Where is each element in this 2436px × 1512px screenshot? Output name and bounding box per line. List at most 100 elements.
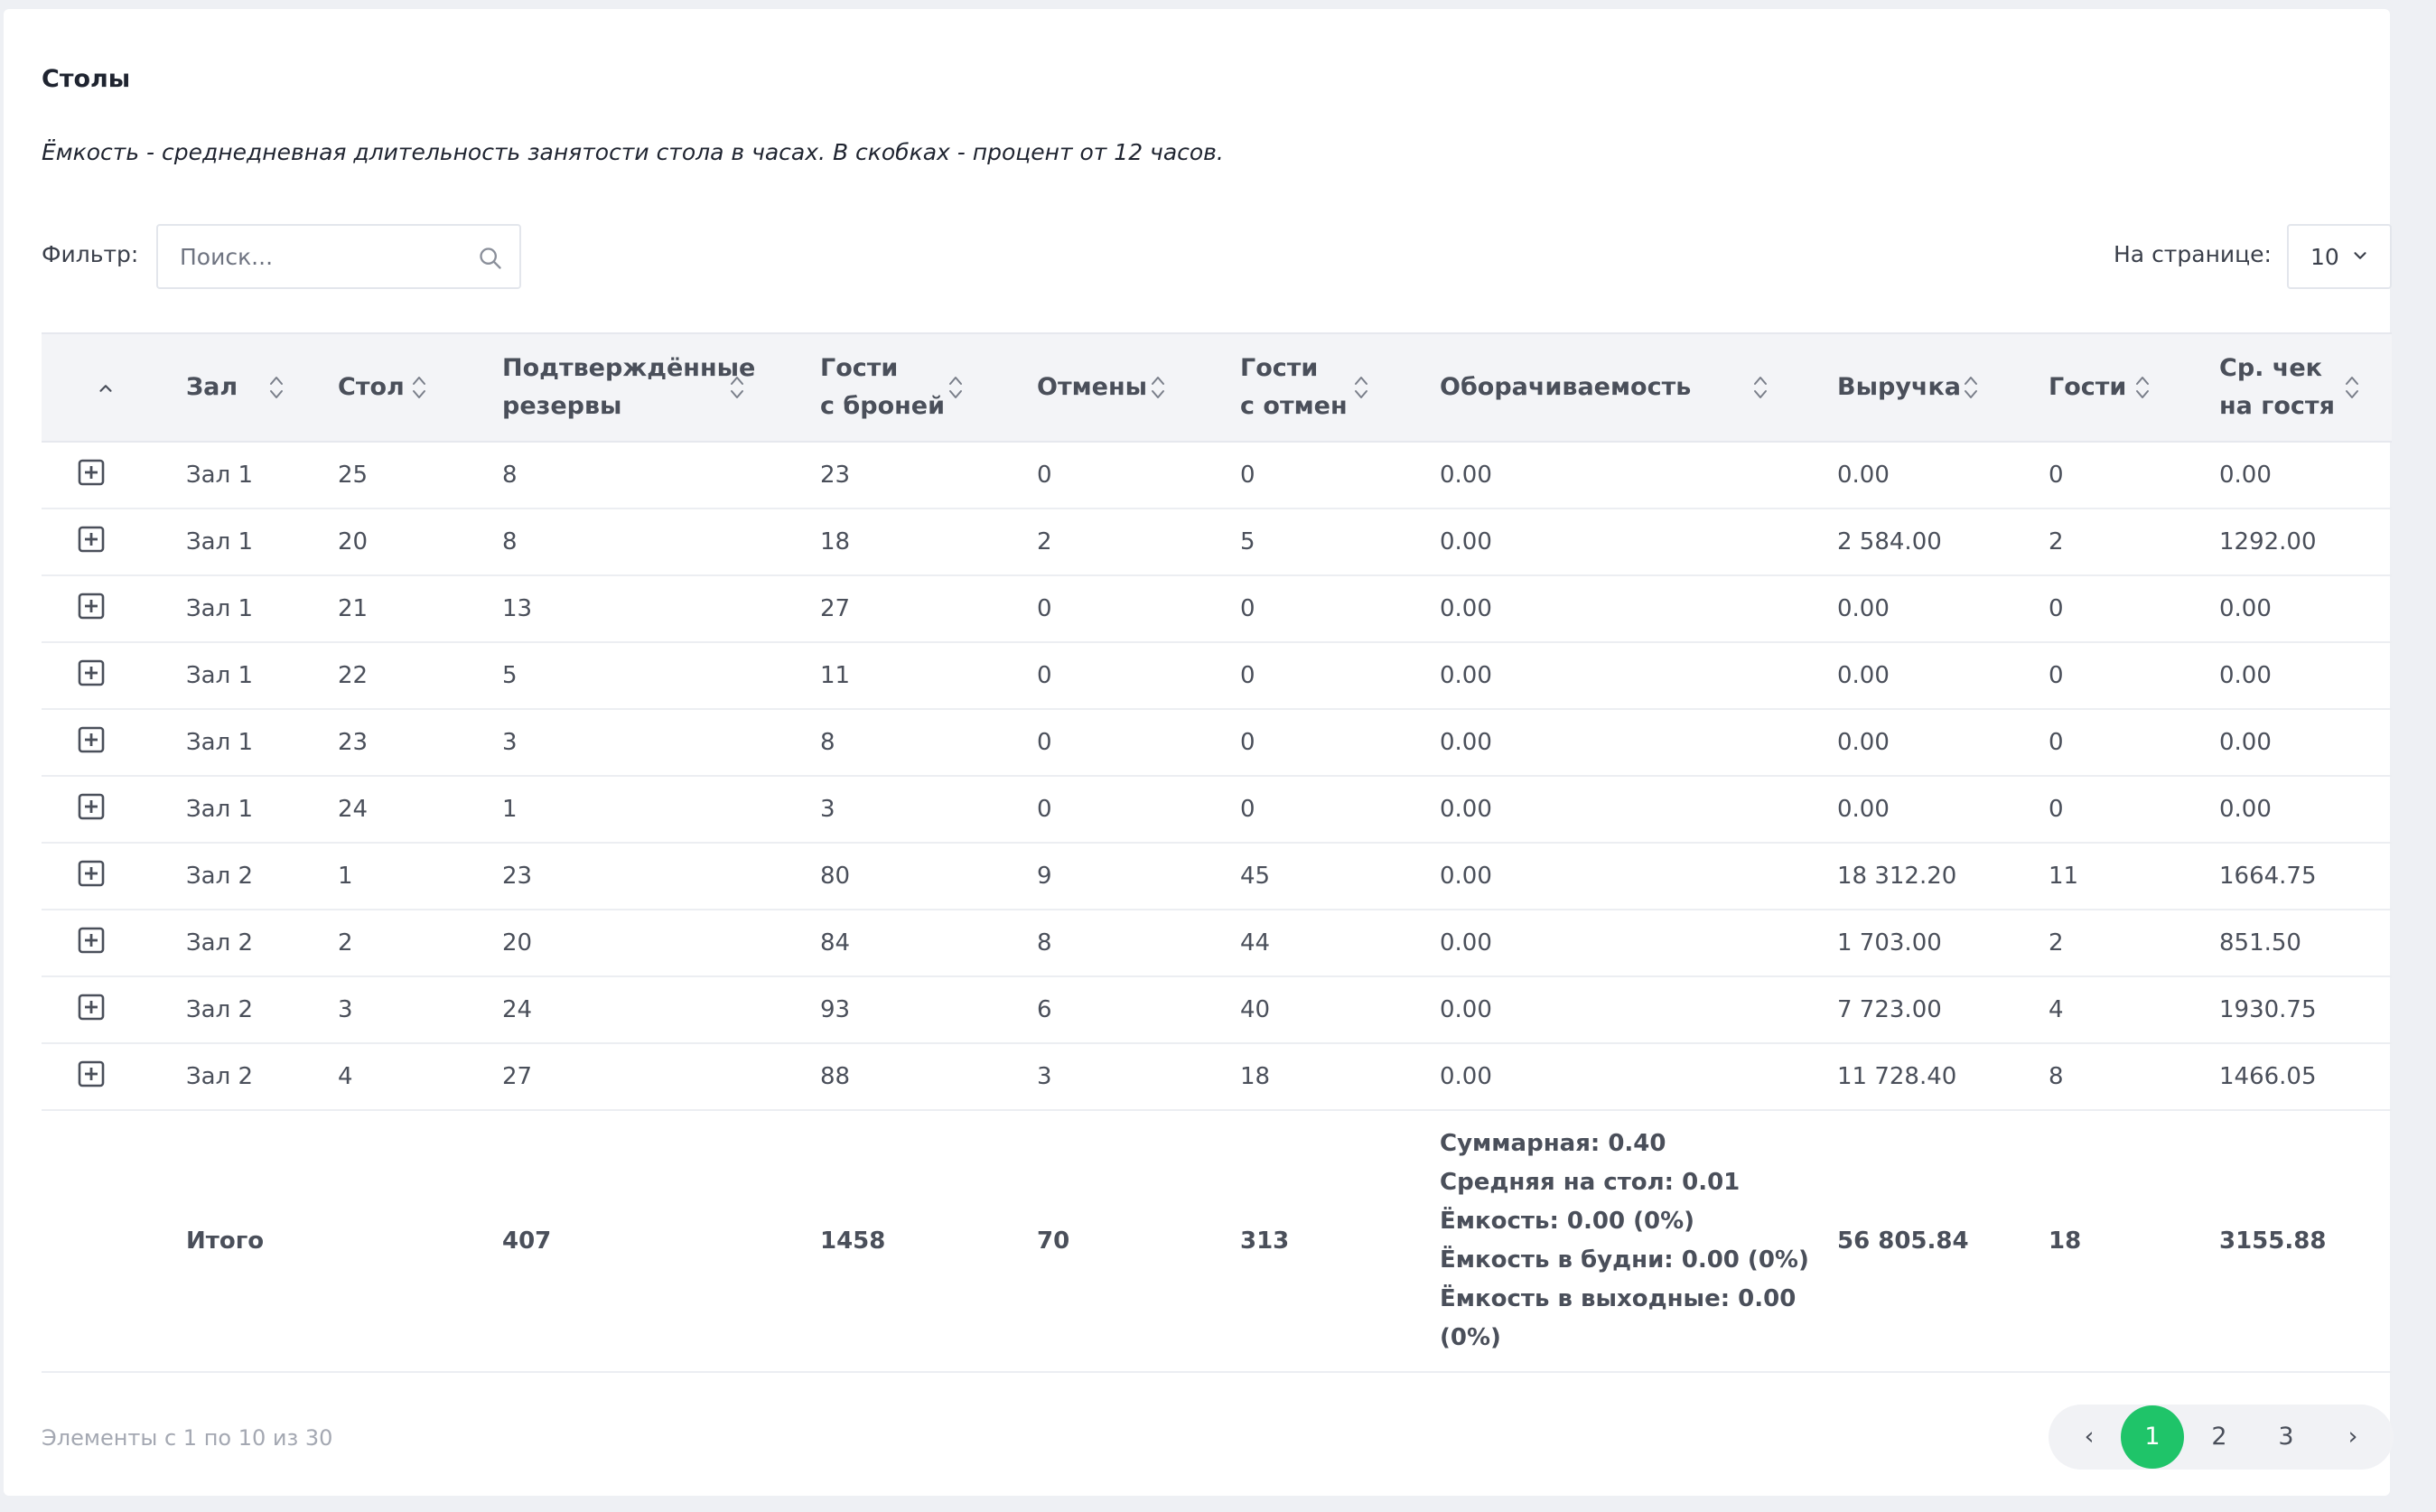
col-header-confirmed[interactable]: Подтверждённые резервы: [502, 332, 820, 443]
page-2-button[interactable]: 2: [2211, 1423, 2227, 1451]
expand-cell: [42, 843, 186, 910]
cell-confirmed: 3: [502, 709, 820, 777]
expand-cell: [42, 509, 186, 576]
cell-guests-booked: 18: [820, 509, 1037, 576]
cell-revenue: 11 728.40: [1837, 1043, 2049, 1111]
expand-cell: [42, 575, 186, 643]
cell-confirmed: 24: [502, 976, 820, 1044]
col-header-label: Отмены: [1037, 373, 1148, 401]
sort-icon[interactable]: [2343, 371, 2361, 404]
cell-guests-booked: 84: [820, 910, 1037, 977]
col-header-revenue[interactable]: Выручка: [1837, 332, 2049, 443]
col-header-guests_booked[interactable]: Гости с броней: [820, 332, 1037, 443]
sort-icon[interactable]: [410, 371, 428, 404]
sort-icon[interactable]: [1962, 371, 1980, 404]
cell-cancels: 8: [1037, 910, 1240, 977]
cell-turnover: 0.00: [1440, 442, 1837, 509]
col-header-avg_check[interactable]: Ср. чек на гостя: [2219, 332, 2392, 443]
col-header-label: Ср. чек: [2219, 354, 2322, 382]
totals-label: Итого: [186, 1110, 338, 1373]
table-row: Зал 2 1 23 80 9 45 0.00 18 312.20 11 1664.75: [42, 843, 2392, 910]
col-header-label: Оборачиваемость: [1440, 373, 1692, 401]
cell-turnover: 0.00: [1440, 709, 1837, 777]
plus-square-icon[interactable]: [78, 927, 105, 954]
pagination: ‹ 1 2 3 ›: [2049, 1405, 2394, 1470]
sort-icon[interactable]: [1751, 371, 1769, 404]
cell-turnover: 0.00: [1440, 509, 1837, 576]
totals-avg-check: 3155.88: [2219, 1110, 2392, 1373]
col-header-hall[interactable]: Зал: [186, 332, 338, 443]
cell-guests-cancel: 5: [1240, 509, 1440, 576]
cell-table: 4: [338, 1043, 502, 1111]
cell-hall: Зал 1: [186, 642, 338, 710]
cell-avg-check: 1292.00: [2219, 509, 2392, 576]
cell-guests-cancel: 0: [1240, 575, 1440, 643]
tables-grid: Зал Стол Подтверждённые резервы Гости с броне…: [42, 332, 2392, 1373]
cell-hall: Зал 1: [186, 776, 338, 844]
cell-table: 21: [338, 575, 502, 643]
plus-square-icon[interactable]: [78, 593, 105, 620]
sort-icon[interactable]: [947, 371, 965, 404]
page-1-button[interactable]: 1: [2121, 1405, 2184, 1469]
expand-cell: [42, 709, 186, 777]
sort-icon[interactable]: [267, 371, 285, 404]
col-header-guests[interactable]: Гости: [2049, 332, 2219, 443]
search-icon[interactable]: [478, 246, 503, 271]
col-header-guests_cancel[interactable]: Гости с отмен: [1240, 332, 1440, 443]
cell-revenue: 18 312.20: [1837, 843, 2049, 910]
cell-guests-booked: 80: [820, 843, 1037, 910]
cell-hall: Зал 1: [186, 709, 338, 777]
plus-square-icon[interactable]: [78, 526, 105, 553]
plus-square-icon[interactable]: [78, 1060, 105, 1087]
cell-guests: 0: [2049, 709, 2219, 777]
totals-confirmed: 407: [502, 1110, 820, 1373]
cell-guests-cancel: 40: [1240, 976, 1440, 1044]
cell-revenue: 0.00: [1837, 642, 2049, 710]
cell-confirmed: 20: [502, 910, 820, 977]
cell-avg-check: 1664.75: [2219, 843, 2392, 910]
cell-cancels: 3: [1037, 1043, 1240, 1111]
search-input[interactable]: [180, 240, 469, 273]
cell-table: 1: [338, 843, 502, 910]
plus-square-icon[interactable]: [78, 459, 105, 486]
plus-square-icon[interactable]: [78, 726, 105, 753]
plus-square-icon[interactable]: [78, 659, 105, 686]
prev-page-button[interactable]: ‹: [2084, 1423, 2095, 1451]
cell-revenue: 2 584.00: [1837, 509, 2049, 576]
plus-square-icon[interactable]: [78, 793, 105, 820]
cell-hall: Зал 2: [186, 843, 338, 910]
next-page-button[interactable]: ›: [2347, 1423, 2358, 1451]
plus-square-icon[interactable]: [78, 994, 105, 1021]
cell-avg-check: 0.00: [2219, 575, 2392, 643]
cell-guests-cancel: 0: [1240, 709, 1440, 777]
sort-icon[interactable]: [1352, 371, 1370, 404]
cell-avg-check: 1466.05: [2219, 1043, 2392, 1111]
col-header-table[interactable]: Стол: [338, 332, 502, 443]
col-header-label-line2: резервы: [502, 392, 622, 420]
cell-turnover: 0.00: [1440, 910, 1837, 977]
collapse-all-icon[interactable]: [96, 378, 116, 398]
per-page-select[interactable]: 10: [2287, 224, 2392, 289]
cell-guests-cancel: 0: [1240, 642, 1440, 710]
col-header-label: Гости: [1240, 354, 1319, 382]
col-header-turnover[interactable]: Оборачиваемость: [1440, 332, 1837, 443]
totals-turnover: Суммарная: 0.40 Средняя на стол: 0.01 Ёмко…: [1440, 1110, 1837, 1373]
chevron-down-icon: [2354, 252, 2366, 259]
page-3-button[interactable]: 3: [2278, 1423, 2294, 1451]
cell-cancels: 0: [1037, 575, 1240, 643]
totals-guests: 18: [2049, 1110, 2219, 1373]
cell-turnover: 0.00: [1440, 575, 1837, 643]
cell-hall: Зал 1: [186, 575, 338, 643]
sort-icon[interactable]: [2133, 371, 2151, 404]
per-page-value: 10: [2310, 244, 2339, 270]
col-header-expand[interactable]: [42, 332, 186, 443]
sort-icon[interactable]: [1149, 371, 1167, 404]
col-header-cancels[interactable]: Отмены: [1037, 332, 1240, 443]
cell-avg-check: 851.50: [2219, 910, 2392, 977]
sort-icon[interactable]: [728, 371, 746, 404]
cell-guests-cancel: 18: [1240, 1043, 1440, 1111]
plus-square-icon[interactable]: [78, 860, 105, 887]
search-box[interactable]: [156, 224, 521, 289]
cell-turnover: 0.00: [1440, 642, 1837, 710]
cell-hall: Зал 1: [186, 442, 338, 509]
